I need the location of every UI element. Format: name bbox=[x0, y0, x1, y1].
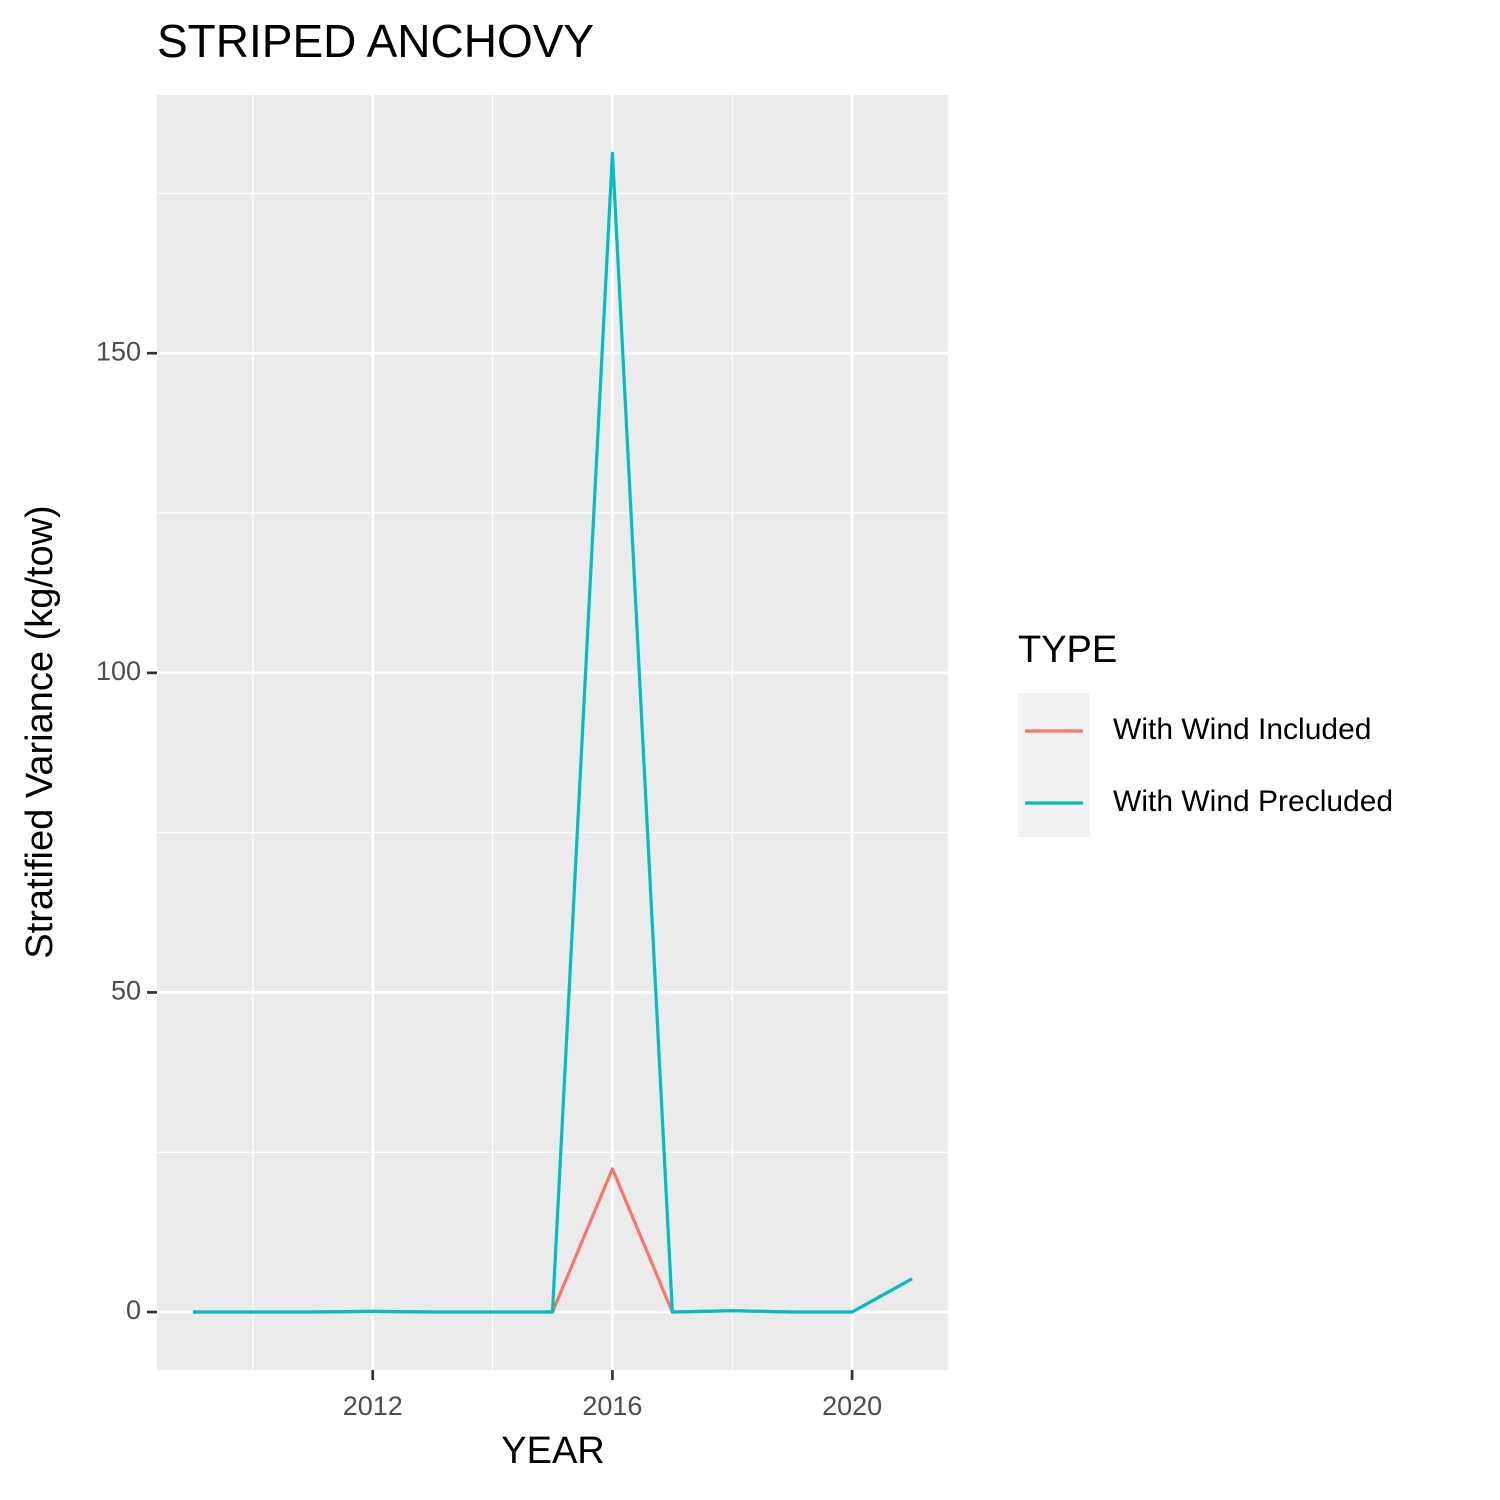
legend-label: With Wind Included bbox=[1113, 713, 1371, 746]
x-axis-label: YEAR bbox=[501, 1430, 604, 1472]
y-tick-label: 100 bbox=[96, 656, 141, 686]
plot-panel bbox=[157, 95, 948, 1370]
y-tick-label: 150 bbox=[96, 336, 141, 366]
y-tick-label: 50 bbox=[111, 976, 141, 1006]
chart-title: STRIPED ANCHOVY bbox=[157, 15, 594, 67]
y-tick-label: 0 bbox=[126, 1295, 141, 1325]
x-tick-label: 2020 bbox=[822, 1391, 882, 1421]
legend-key-background bbox=[1018, 693, 1090, 837]
x-tick-label: 2016 bbox=[582, 1391, 642, 1421]
series-line bbox=[192, 151, 913, 1314]
y-axis-label: Stratified Variance (kg/tow) bbox=[19, 505, 61, 958]
legend-label: With Wind Precluded bbox=[1113, 785, 1393, 818]
legend-title: TYPE bbox=[1018, 629, 1117, 671]
x-tick-label: 2012 bbox=[343, 1391, 403, 1421]
